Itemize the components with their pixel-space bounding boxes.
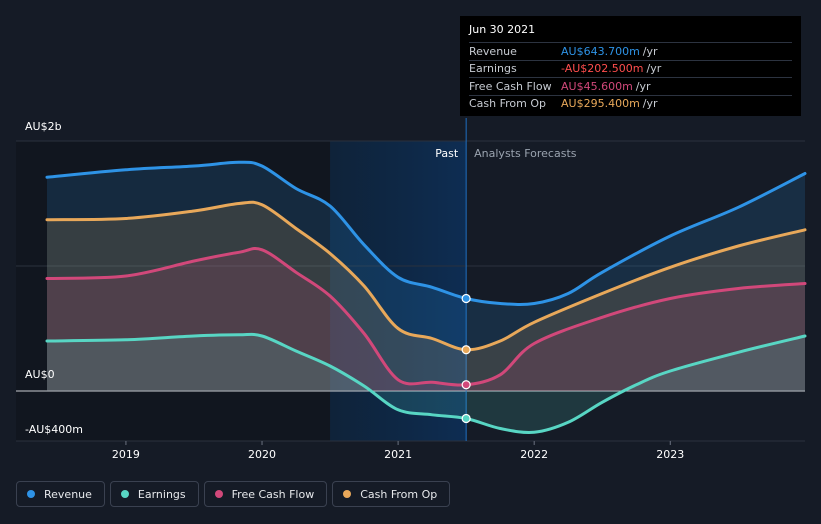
legend-dot-icon: [120, 490, 129, 498]
past-label: Past: [435, 147, 459, 160]
tooltip-unit: /yr: [646, 62, 662, 75]
highlight-point-free-cash-flow[interactable]: [461, 380, 471, 390]
tooltip-label: Free Cash Flow: [469, 79, 552, 93]
tooltip-row-cash-from-op: Cash From Op AU$295.400m /yr: [469, 96, 792, 113]
area-free-cash-flow: [47, 248, 805, 391]
x-axis-label: 2019: [112, 448, 140, 461]
tooltip-value: -AU$202.500m: [561, 62, 644, 75]
line-cash-from-op: [45, 200, 807, 352]
legend-item-cash-from-op[interactable]: Cash From Op: [332, 481, 451, 507]
legend-dot-icon: [343, 490, 352, 498]
tooltip-date: Jun 30 2021: [469, 23, 792, 43]
x-axis-label: 2021: [384, 448, 412, 461]
legend-dot-icon: [27, 490, 35, 498]
tooltip-label: Cash From Op: [469, 97, 547, 110]
x-axis-label: 2022: [520, 448, 548, 461]
tooltip-unit: /yr: [642, 97, 658, 110]
tooltip-value: AU$45.600m: [561, 79, 633, 93]
highlight-point-earnings[interactable]: [461, 413, 471, 424]
legend-label: Cash From Op: [360, 487, 438, 501]
forecast-label: Analysts Forecasts: [474, 147, 577, 160]
tooltip-row-revenue: Revenue AU$643.700m /yr: [469, 43, 792, 61]
data-tooltip: Jun 30 2021 Revenue AU$643.700m /yr Earn…: [460, 16, 801, 116]
line-free-cash-flow: [45, 246, 807, 387]
tooltip-label: Revenue: [469, 44, 517, 58]
legend-item-free-cash-flow[interactable]: Free Cash Flow: [203, 481, 328, 507]
x-axis-label: 2020: [248, 448, 276, 461]
tooltip-value: AU$643.700m: [561, 44, 640, 58]
highlight-points[interactable]: [461, 293, 471, 424]
axis-labels: AU$2b AU$0 -AU$400m 2019 2020 2021 2022 2023 Pas…: [25, 120, 684, 461]
y-axis-label: AU$2b: [25, 120, 62, 133]
x-axis-label: 2023: [656, 448, 684, 461]
series-lines: [45, 160, 807, 435]
tooltip-value: AU$295.400m: [561, 97, 640, 110]
highlight-point-revenue[interactable]: [461, 293, 471, 304]
legend-label: Free Cash Flow: [231, 487, 315, 501]
area-earnings: [47, 334, 805, 433]
line-revenue: [45, 160, 807, 306]
y-axis-label: -AU$400m: [25, 423, 83, 436]
tooltip-label: Earnings: [469, 62, 517, 75]
chart-legend: Revenue Earnings Free Cash Flow Cash Fro…: [16, 481, 451, 509]
highlight-point-cash-from-op[interactable]: [461, 345, 471, 355]
tooltip-unit: /yr: [642, 44, 658, 58]
line-earnings: [45, 332, 807, 435]
legend-label: Earnings: [137, 487, 186, 501]
tooltip-unit: /yr: [635, 79, 651, 93]
legend-dot-icon: [214, 490, 223, 498]
tooltip-row-free-cash-flow: Free Cash Flow AU$45.600m /yr: [469, 78, 792, 96]
y-axis-label: AU$0: [25, 368, 55, 381]
area-cash-from-op: [47, 202, 805, 391]
legend-item-revenue[interactable]: Revenue: [16, 481, 105, 507]
legend-item-earnings[interactable]: Earnings: [109, 481, 199, 507]
legend-label: Revenue: [44, 487, 92, 501]
tooltip-row-earnings: Earnings -AU$202.500m /yr: [469, 61, 792, 78]
